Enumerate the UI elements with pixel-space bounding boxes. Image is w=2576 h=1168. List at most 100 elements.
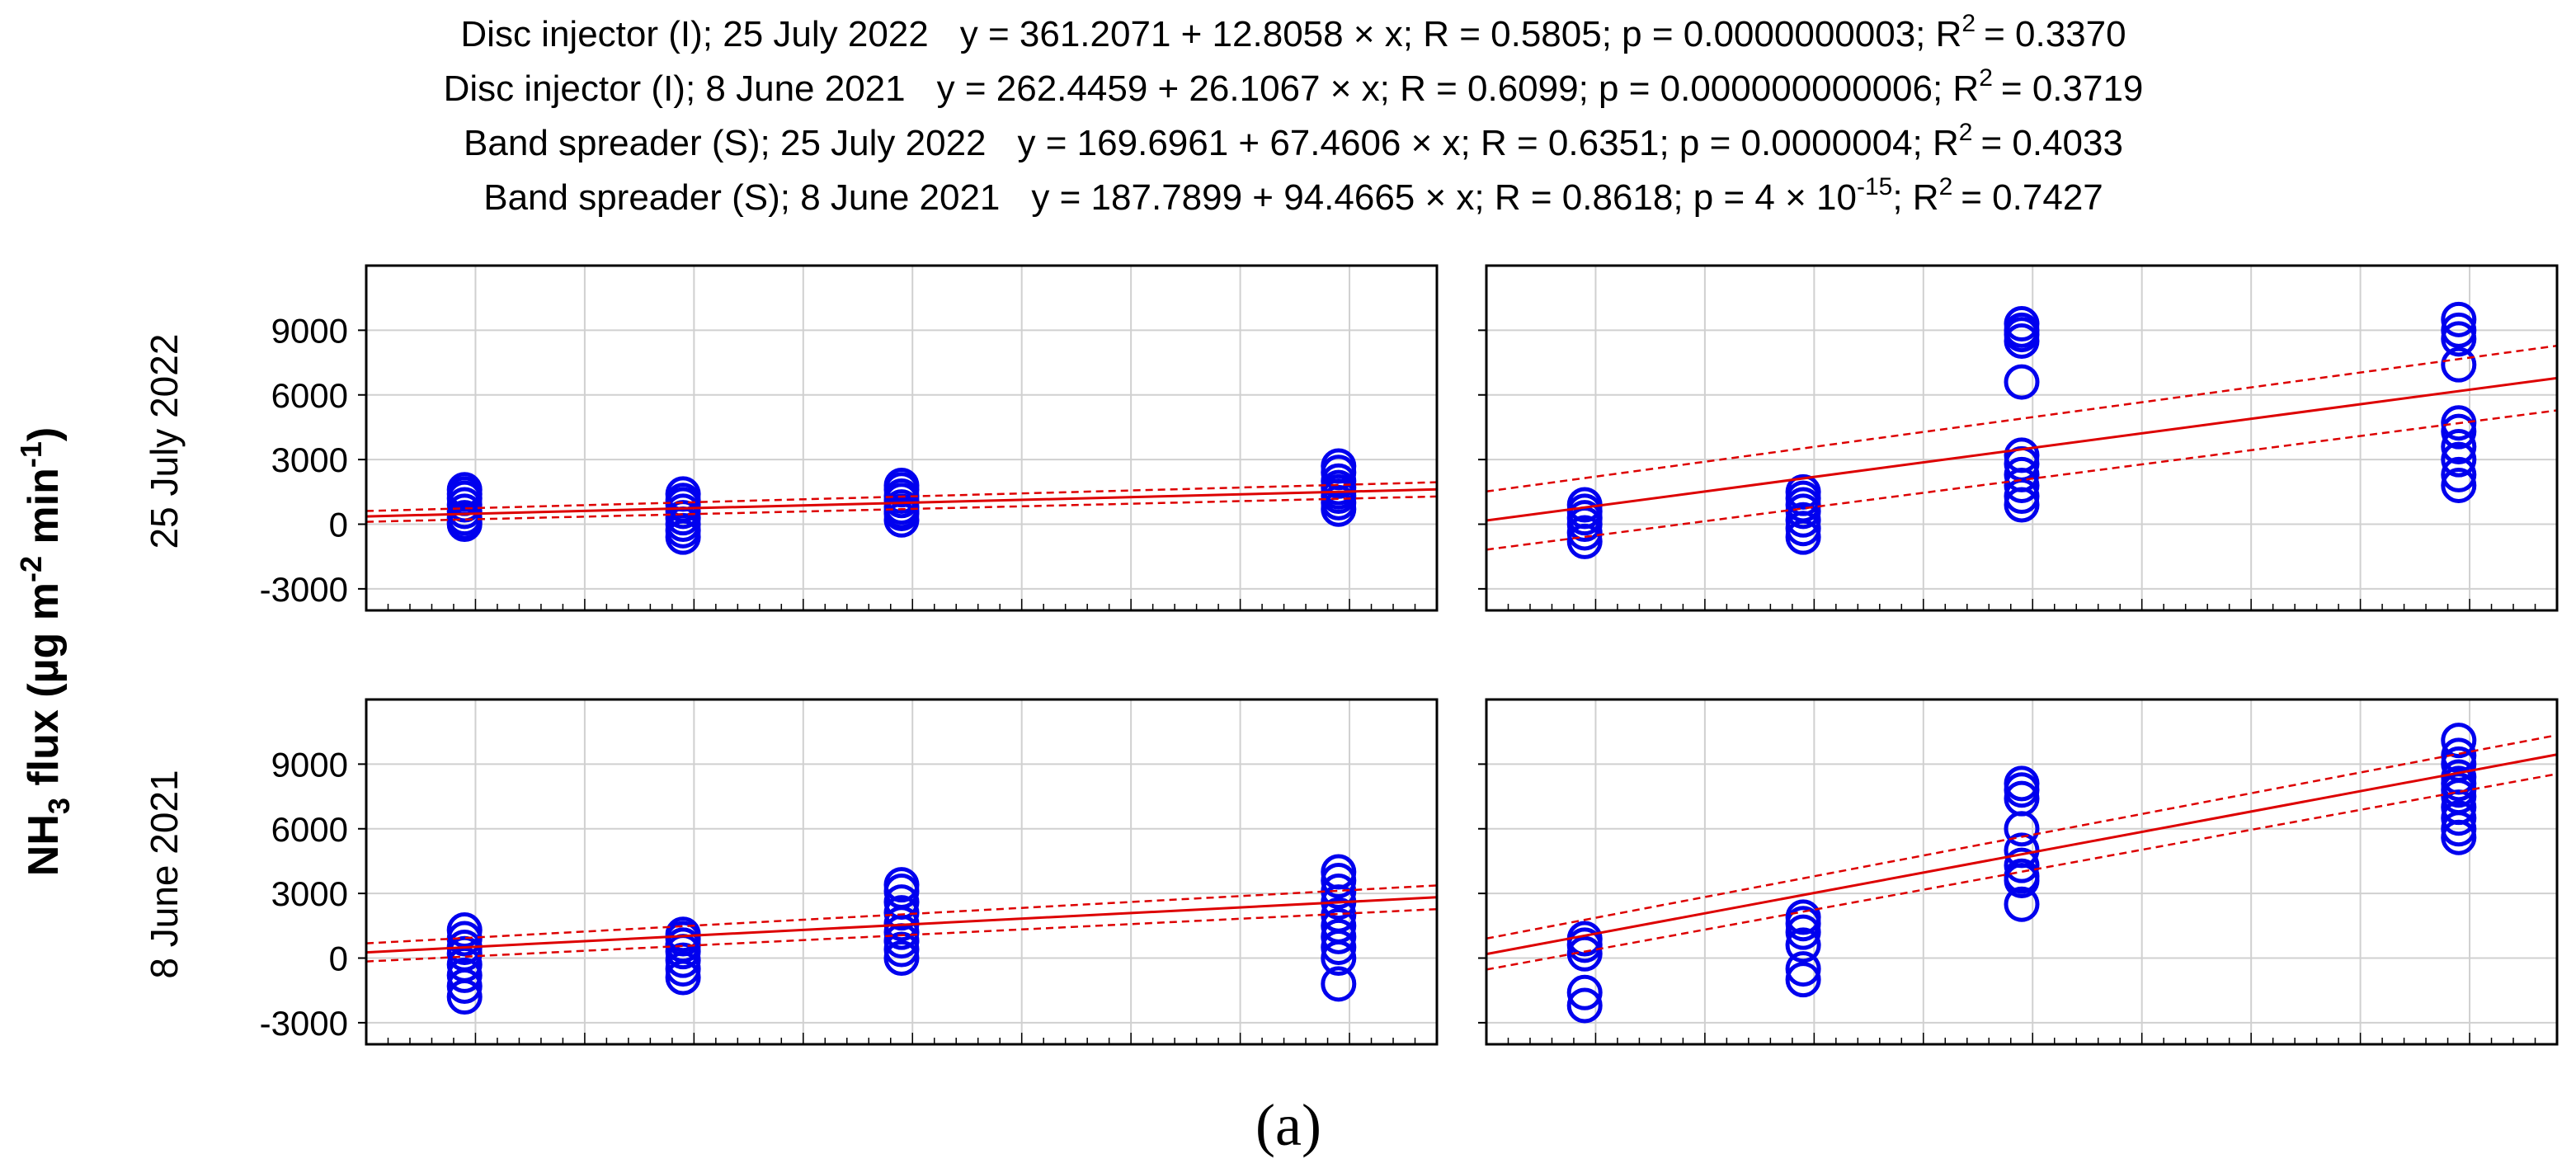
y-tick-label: 6000 (271, 810, 348, 849)
data-point (446, 957, 483, 993)
data-point (2441, 737, 2477, 774)
y-tick-label: 6000 (271, 376, 348, 415)
data-point (2441, 405, 2477, 441)
data-point (883, 931, 920, 968)
data-point (2004, 858, 2040, 894)
data-point (446, 946, 483, 982)
y-axis-label: NH3 flux (µg m-2 min-1) (14, 427, 76, 876)
data-point (446, 912, 483, 949)
figure-caption: (a) (1255, 1092, 1321, 1158)
data-point (2441, 746, 2477, 782)
equation-r2-3: = 0.4033 (1980, 123, 2123, 163)
regression-line (1486, 753, 2557, 956)
data-point (1566, 935, 1603, 972)
data-point (2004, 780, 2040, 817)
y-tick-label: 0 (329, 506, 348, 544)
equation-label-3: Band spreader (S); 25 July 2022 (464, 123, 987, 163)
data-point (446, 921, 483, 957)
plot-area (1486, 723, 2557, 1024)
data-point (665, 942, 701, 978)
equation-label-4: Band spreader (S); 8 June 2021 (483, 177, 1000, 218)
data-point (1321, 448, 1357, 484)
data-point (883, 884, 920, 921)
data-point (2004, 847, 2040, 883)
y-tick-label: 3000 (271, 440, 348, 479)
data-point (1321, 907, 1357, 944)
data-point (2004, 456, 2040, 492)
equation-formula-1: y = 361.2071 + 12.8058 × x; R = 0.5805; … (960, 14, 1962, 54)
data-point (1321, 966, 1357, 1002)
regression-line (366, 487, 1437, 518)
data-point (883, 940, 920, 976)
regression-line (366, 896, 1437, 954)
equation-header: Disc injector (I); 25 July 2022 y = 361.2… (444, 10, 2144, 218)
y-tick-label: -3000 (260, 570, 348, 609)
data-point (1321, 854, 1357, 890)
panel-band-spreader-2022 (1478, 264, 2559, 612)
equation-line-2: Disc injector (I); 8 June 2021 y = 262.44… (444, 64, 2144, 109)
confidence-lower (1486, 409, 2557, 551)
panel-disc-injector-2021: -3000 0 3000 6000 9000 (260, 698, 1439, 1046)
data-point (883, 493, 920, 530)
data-point (665, 927, 701, 963)
data-point (1785, 914, 1821, 950)
equation-exponent-4: -15 (1857, 173, 1892, 200)
y-tick-label: 9000 (271, 745, 348, 784)
data-point (2441, 765, 2477, 802)
data-point (883, 895, 920, 931)
y-tick-label: 9000 (271, 311, 348, 350)
confidence-upper (1486, 733, 2557, 940)
panel-frame (365, 264, 1439, 612)
data-point (1785, 473, 1821, 510)
data-point (2441, 800, 2477, 836)
data-point (883, 867, 920, 903)
plot-area (366, 854, 1437, 1015)
data-point (665, 476, 701, 512)
data-point (2441, 413, 2477, 450)
data-point (2004, 306, 2040, 342)
confidence-upper (366, 884, 1437, 944)
data-point (1566, 987, 1603, 1024)
equation-r2-4: = 0.7427 (1961, 177, 2103, 218)
y-tick-label: 3000 (271, 874, 348, 913)
data-point (2441, 456, 2477, 492)
data-point (1785, 962, 1821, 998)
data-point (1785, 927, 1821, 963)
data-point (1566, 974, 1603, 1010)
y-tick-label: 0 (329, 940, 348, 978)
confidence-lower (366, 907, 1437, 963)
y-tick-label: -3000 (260, 1004, 348, 1043)
data-point (2441, 428, 2477, 464)
equation-r2-1: = 0.3370 (1984, 14, 2126, 54)
equation-label-2: Disc injector (I); 8 June 2021 (444, 68, 906, 109)
confidence-lower (1486, 773, 2557, 971)
confidence-lower (366, 495, 1437, 523)
data-point (2441, 723, 2477, 759)
regression-line (1486, 376, 2557, 522)
plot-area (366, 448, 1437, 555)
equation-formula-2: y = 262.4459 + 26.1067 × x; R = 0.6099; … (937, 68, 1980, 109)
panel-band-spreader-2021 (1478, 698, 2559, 1046)
equation-formula-4b: ; R (1892, 177, 1938, 218)
data-point (2004, 437, 2040, 473)
data-point (2004, 364, 2040, 400)
data-point (1321, 463, 1357, 499)
equation-line-4: Band spreader (S); 8 June 2021 y = 187.78… (483, 173, 2103, 218)
panel-frame (1485, 264, 2559, 612)
data-point (2441, 346, 2477, 383)
data-point (1785, 899, 1821, 935)
data-point (2004, 886, 2040, 922)
data-point (446, 504, 483, 540)
confidence-upper (366, 481, 1437, 512)
equation-formula-3: y = 169.6961 + 67.4606 × x; R = 0.6351; … (1018, 123, 1959, 163)
plot-area (1486, 301, 2557, 559)
data-point (1566, 515, 1603, 551)
data-point (2441, 301, 2477, 337)
equation-line-1: Disc injector (I); 25 July 2022 y = 361.2… (460, 10, 2126, 54)
equation-label-1: Disc injector (I); 25 July 2022 (460, 14, 928, 54)
panel-disc-injector-2022: -3000 0 3000 6000 9000 (260, 264, 1439, 612)
row-label-bottom: 8 June 2021 (143, 770, 186, 978)
data-point (2441, 321, 2477, 357)
panel-frame (1485, 698, 2559, 1046)
data-point (883, 467, 920, 503)
